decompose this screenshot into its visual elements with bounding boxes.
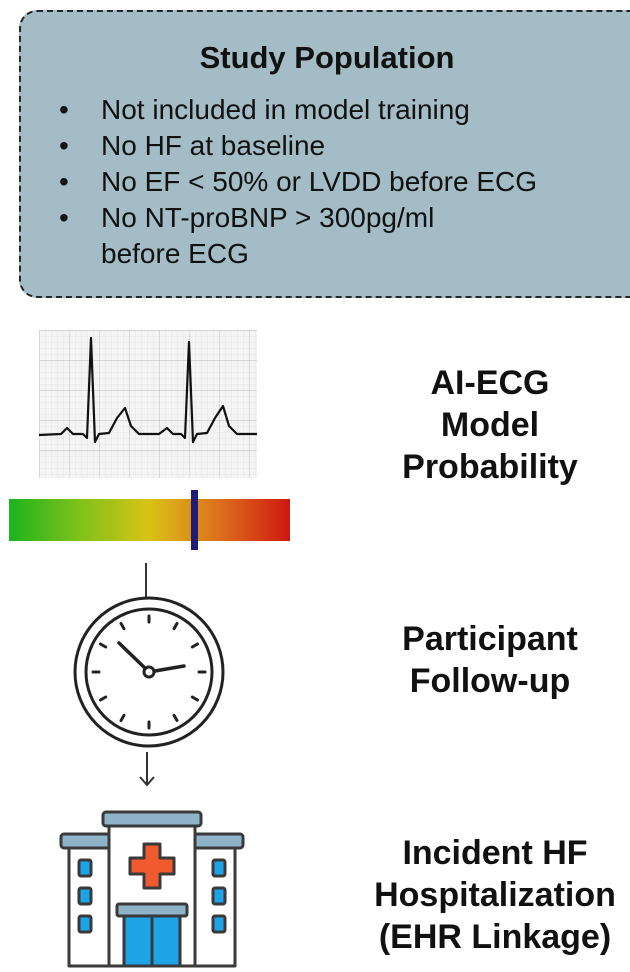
down-arrow-icon [139,752,155,787]
outcome-label-line: (EHR Linkage) [378,918,612,956]
criteria-item: • Not included in model training [59,92,630,128]
model-label-line: Probability [402,448,578,486]
hospital-icon [59,810,245,968]
followup-label-line: Follow-up [409,662,571,700]
model-label-line: Model [440,406,540,444]
criteria-list: • Not included in model training • No HF a… [59,92,630,272]
outcome-step-label: Incident HF Hospitalization (EHR Linkage… [345,832,630,958]
probability-gradient-bar [9,499,290,541]
outcome-label-line: Incident HF [402,834,588,872]
study-population-box: Study Population • Not included in model … [19,10,630,298]
clock-icon [73,596,225,748]
connector-line [145,563,147,597]
clock-tick [99,642,108,649]
criteria-item: • No EF < 50% or LVDD before ECG [59,164,630,200]
clock-tick [190,642,199,649]
criteria-item: • No HF at baseline [59,128,630,164]
criteria-text: No EF < 50% or LVDD before ECG [101,166,537,197]
criteria-text: No HF at baseline [101,130,326,161]
bullet-icon: • [59,166,69,197]
model-step-label: AI-ECG Model Probability [360,362,620,488]
bullet-icon: • [59,94,69,125]
bullet-icon: • [59,202,69,233]
model-label-line: AI-ECG [430,364,550,402]
clock-tick [119,713,126,722]
outcome-label-line: Hospitalization [374,876,616,914]
clock-tick [99,695,108,702]
ecg-strip-icon [39,330,257,478]
criteria-item: • No NT-proBNP > 300pg/ml before ECG [59,200,501,272]
bullet-icon: • [59,130,69,161]
criteria-text: No NT-proBNP > 300pg/ml before ECG [101,202,435,269]
clock-tick [172,713,179,722]
study-population-title: Study Population [199,40,455,75]
clock-tick [119,622,126,631]
probability-marker [190,490,198,550]
followup-step-label: Participant Follow-up [360,618,620,702]
clock-tick [190,695,199,702]
criteria-text: Not included in model training [101,94,470,125]
followup-label-line: Participant [402,620,578,658]
clock-tick [172,622,179,631]
